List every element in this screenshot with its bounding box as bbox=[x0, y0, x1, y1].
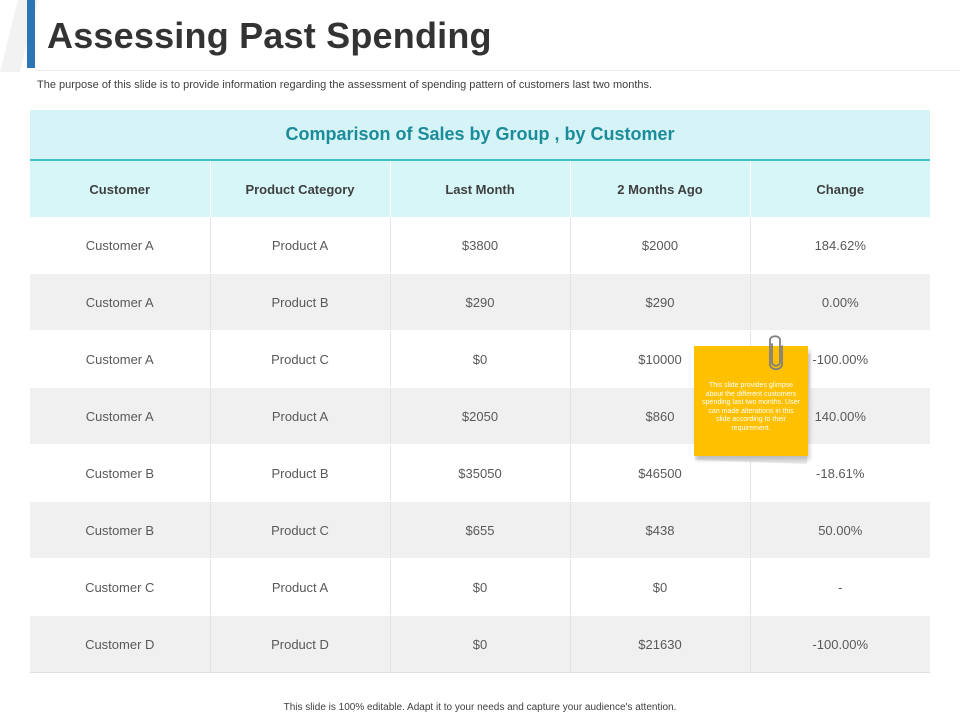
cell-customer: Customer A bbox=[30, 330, 211, 388]
cell-customer: Customer B bbox=[30, 501, 211, 559]
paperclip-icon bbox=[769, 335, 783, 371]
sticky-note-text: This slide provides glimpse about the di… bbox=[702, 382, 800, 432]
cell-change: - bbox=[750, 558, 930, 616]
cell-2-months-ago: $0 bbox=[570, 558, 751, 616]
cell-last-month: $0 bbox=[390, 330, 571, 388]
cell-change: 0.00% bbox=[750, 273, 930, 331]
cell-customer: Customer A bbox=[30, 217, 211, 274]
cell-2-months-ago: $290 bbox=[570, 273, 751, 331]
cell-last-month: $3800 bbox=[390, 217, 571, 274]
page-subtitle: The purpose of this slide is to provide … bbox=[37, 79, 653, 91]
header-customer: Customer bbox=[30, 161, 211, 217]
cell-product: Product C bbox=[210, 501, 391, 559]
header-2-months-ago: 2 Months Ago bbox=[570, 161, 751, 217]
sticky-note: This slide provides glimpse about the di… bbox=[694, 346, 808, 456]
cell-customer: Customer A bbox=[30, 273, 211, 331]
cell-change: -100.00% bbox=[750, 615, 930, 673]
table-title: Comparison of Sales by Group , by Custom… bbox=[30, 110, 930, 161]
cell-customer: Customer B bbox=[30, 444, 211, 502]
cell-change: 50.00% bbox=[750, 501, 930, 559]
header-product-category: Product Category bbox=[210, 161, 391, 217]
table-row: Customer A Product B $290 $290 0.00% bbox=[30, 273, 930, 331]
cell-2-months-ago: $2000 bbox=[570, 217, 751, 274]
cell-last-month: $35050 bbox=[390, 444, 571, 502]
table-row: Customer B Product C $655 $438 50.00% bbox=[30, 501, 930, 559]
cell-customer: Customer A bbox=[30, 387, 211, 445]
cell-product: Product C bbox=[210, 330, 391, 388]
cell-product: Product A bbox=[210, 217, 391, 274]
cell-product: Product B bbox=[210, 273, 391, 331]
cell-2-months-ago: $10000 bbox=[570, 330, 751, 388]
cell-last-month: $0 bbox=[390, 558, 571, 616]
cell-last-month: $655 bbox=[390, 501, 571, 559]
footer-note: This slide is 100% editable. Adapt it to… bbox=[283, 702, 677, 713]
cell-customer: Customer C bbox=[30, 558, 211, 616]
cell-last-month: $2050 bbox=[390, 387, 571, 445]
cell-2-months-ago: $438 bbox=[570, 501, 751, 559]
header-row: Customer Product Category Last Month 2 M… bbox=[30, 161, 930, 217]
cell-2-months-ago: $21630 bbox=[570, 615, 751, 673]
cell-product: Product A bbox=[210, 558, 391, 616]
sales-comparison-table: Comparison of Sales by Group , by Custom… bbox=[30, 110, 930, 673]
cell-change: 184.62% bbox=[750, 217, 930, 274]
header-last-month: Last Month bbox=[390, 161, 571, 217]
cell-last-month: $0 bbox=[390, 615, 571, 673]
table-row: Customer C Product A $0 $0 - bbox=[30, 558, 930, 616]
page-title: Assessing Past Spending bbox=[47, 15, 492, 56]
title-accent-bar bbox=[27, 0, 35, 68]
table-row: Customer A Product A $2050 $860 140.00% bbox=[30, 387, 930, 445]
table-row: Customer A Product A $3800 $2000 184.62% bbox=[30, 217, 930, 274]
cell-last-month: $290 bbox=[390, 273, 571, 331]
header-change: Change bbox=[750, 161, 930, 217]
cell-product: Product B bbox=[210, 444, 391, 502]
data-table: Customer Product Category Last Month 2 M… bbox=[30, 161, 930, 673]
title-divider bbox=[35, 70, 960, 71]
table-row: Customer D Product D $0 $21630 -100.00% bbox=[30, 615, 930, 673]
cell-product: Product D bbox=[210, 615, 391, 673]
cell-product: Product A bbox=[210, 387, 391, 445]
cell-customer: Customer D bbox=[30, 615, 211, 673]
